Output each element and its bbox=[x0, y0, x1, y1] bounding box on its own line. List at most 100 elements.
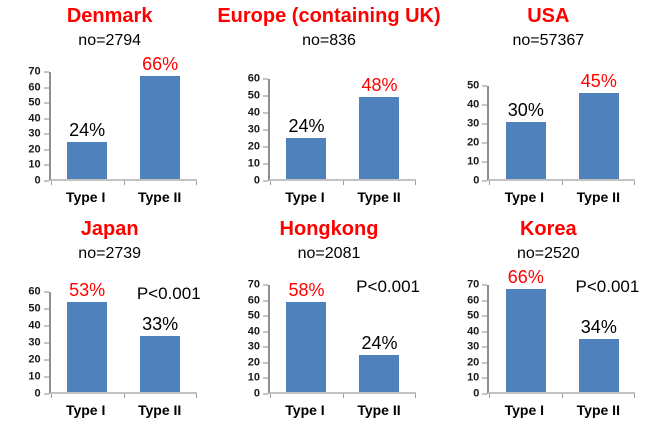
x-tick-mark bbox=[195, 394, 197, 398]
bar-type-1 bbox=[505, 289, 546, 392]
y-tick-label: 40 bbox=[247, 325, 260, 338]
bar-value-label-type-1: 30% bbox=[507, 100, 544, 121]
y-axis: 0 10 20 30 40 50 60 bbox=[23, 286, 49, 399]
y-tick-label: 20 bbox=[28, 353, 41, 366]
category-label-type-2: Type II bbox=[576, 189, 620, 205]
chart-row: 0 10 20 30 40 50 60 24% 48% bbox=[242, 73, 416, 186]
y-tick-mark bbox=[43, 376, 49, 378]
bar-value-label-type-2: 66% bbox=[142, 54, 179, 75]
y-tick-mark bbox=[262, 180, 268, 182]
y-tick-mark bbox=[262, 346, 268, 348]
p-value-label: P<0.001 bbox=[575, 277, 640, 296]
sample-size-label: no=2520 bbox=[516, 245, 580, 262]
bar-value-label-type-1: 53% bbox=[69, 280, 106, 301]
y-tick-label: 20 bbox=[467, 356, 480, 369]
y-tick-label: 30 bbox=[28, 336, 41, 349]
x-tick-mark bbox=[50, 181, 52, 185]
chart-title: Denmark bbox=[66, 5, 153, 27]
chart-panel-hongkong: Hongkong no=2081 0 10 20 30 40 50 60 70 P<0.001… bbox=[219, 213, 438, 426]
bar-value-label-type-2: 45% bbox=[580, 71, 617, 92]
y-tick-mark bbox=[482, 377, 488, 379]
category-label-type-2: Type II bbox=[357, 189, 401, 205]
y-tick-mark bbox=[262, 362, 268, 364]
y-tick-label: 0 bbox=[34, 174, 41, 187]
category-label-type-2: Type II bbox=[576, 402, 620, 418]
bar-value-label-type-1: 66% bbox=[507, 267, 544, 288]
y-tick-label: 30 bbox=[247, 340, 260, 353]
x-tick-mark bbox=[414, 181, 416, 185]
y-tick-mark bbox=[43, 342, 49, 344]
chart-panel-korea: Korea no=2520 0 10 20 30 40 50 60 70 P<0.001 66… bbox=[439, 213, 658, 426]
y-axis: 0 10 20 30 40 50 bbox=[461, 80, 488, 186]
y-axis: 0 10 20 30 40 50 60 bbox=[242, 73, 268, 186]
bar-type-2 bbox=[578, 339, 619, 392]
y-tick-label: 60 bbox=[28, 81, 41, 94]
x-tick-mark bbox=[489, 181, 491, 185]
sample-size-label: no=57367 bbox=[512, 32, 585, 49]
bar-type-1 bbox=[505, 122, 546, 179]
y-tick-label: 50 bbox=[247, 309, 260, 322]
y-tick-label: 40 bbox=[28, 319, 41, 332]
bar-type-2 bbox=[359, 97, 400, 179]
y-tick-label: 50 bbox=[467, 309, 480, 322]
y-tick-mark bbox=[262, 331, 268, 333]
y-tick-label: 0 bbox=[253, 387, 260, 400]
x-tick-mark bbox=[342, 181, 344, 185]
y-tick-label: 60 bbox=[247, 72, 260, 85]
plot-area: P<0.001 58% 24% bbox=[267, 277, 420, 398]
y-tick-mark bbox=[262, 315, 268, 317]
plot-area: 24% 48% bbox=[267, 76, 416, 185]
y-tick-label: 70 bbox=[28, 65, 41, 78]
x-tick-mark bbox=[562, 394, 564, 398]
category-label-type-1: Type I bbox=[65, 402, 106, 418]
y-tick-label: 10 bbox=[467, 155, 480, 168]
bar-type-1 bbox=[67, 142, 108, 179]
y-tick-mark bbox=[43, 133, 49, 135]
chart-panel-japan: Japan no=2739 0 10 20 30 40 50 60 P<0.001 53% … bbox=[0, 213, 219, 426]
y-tick-mark bbox=[482, 315, 488, 317]
y-tick-label: 60 bbox=[28, 285, 41, 298]
y-tick-label: 30 bbox=[467, 117, 480, 130]
category-label-type-2: Type II bbox=[138, 402, 182, 418]
y-tick-label: 10 bbox=[28, 158, 41, 171]
y-tick-label: 30 bbox=[247, 123, 260, 136]
y-tick-label: 10 bbox=[247, 157, 260, 170]
category-label-type-1: Type I bbox=[504, 189, 545, 205]
y-tick-mark bbox=[262, 129, 268, 131]
x-tick-mark bbox=[562, 181, 564, 185]
plot-area: 30% 45% bbox=[487, 72, 636, 185]
y-tick-label: 0 bbox=[34, 387, 41, 400]
y-axis: 0 10 20 30 40 50 60 70 bbox=[461, 279, 488, 399]
x-axis-labels: Type I Type II bbox=[268, 189, 416, 205]
y-tick-mark bbox=[43, 180, 49, 182]
chart-row: 0 10 20 30 40 50 60 70 P<0.001 66% 34% bbox=[461, 268, 639, 399]
bar-value-label-type-1: 24% bbox=[288, 116, 325, 137]
y-tick-label: 50 bbox=[247, 89, 260, 102]
y-tick-label: 50 bbox=[467, 79, 480, 92]
y-tick-label: 0 bbox=[473, 387, 480, 400]
y-tick-label: 60 bbox=[247, 294, 260, 307]
chart-row: 0 10 20 30 40 50 60 70 24% 66% bbox=[23, 55, 197, 186]
chart-title: Japan bbox=[80, 218, 139, 240]
category-label-type-1: Type I bbox=[65, 189, 106, 205]
y-tick-mark bbox=[482, 142, 488, 144]
y-tick-label: 10 bbox=[28, 370, 41, 383]
x-tick-mark bbox=[123, 181, 125, 185]
y-tick-mark bbox=[262, 393, 268, 395]
y-tick-mark bbox=[482, 393, 488, 395]
y-tick-mark bbox=[482, 161, 488, 163]
x-tick-mark bbox=[414, 394, 416, 398]
p-value-label: P<0.001 bbox=[136, 284, 201, 303]
bar-type-2 bbox=[359, 355, 400, 392]
y-tick-mark bbox=[43, 308, 49, 310]
y-tick-mark bbox=[262, 78, 268, 80]
y-tick-label: 40 bbox=[467, 325, 480, 338]
y-tick-label: 10 bbox=[247, 371, 260, 384]
y-tick-mark bbox=[262, 146, 268, 148]
y-tick-label: 30 bbox=[28, 127, 41, 140]
bar-type-1 bbox=[286, 138, 327, 179]
bar-type-1 bbox=[286, 302, 327, 392]
chart-area: 0 10 20 30 40 50 60 70 P<0.001 58% 24% Type I T… bbox=[242, 277, 420, 418]
category-label-type-1: Type I bbox=[285, 189, 325, 205]
p-value-label: P<0.001 bbox=[356, 277, 420, 296]
